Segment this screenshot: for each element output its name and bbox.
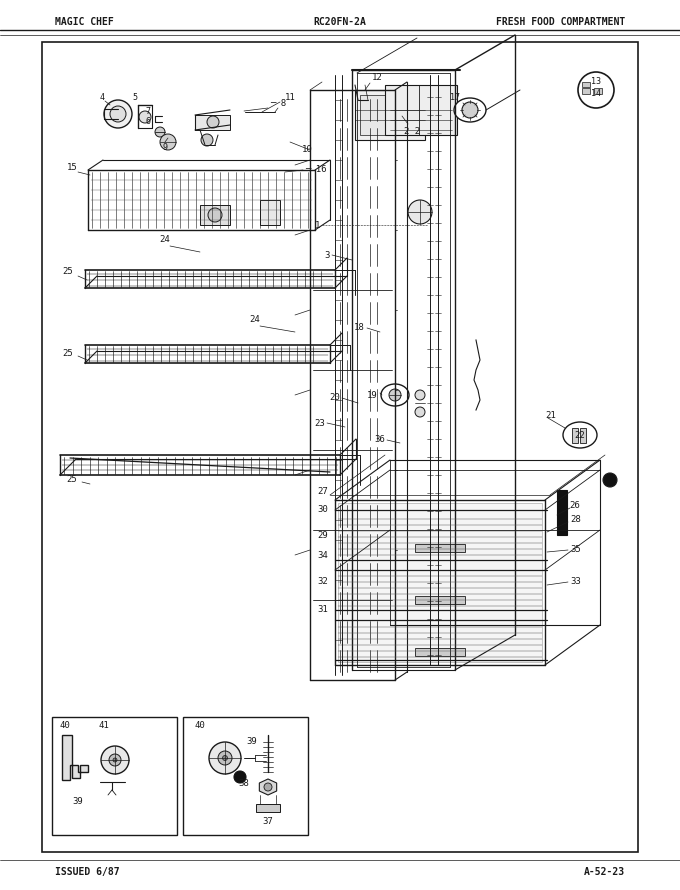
Circle shape [160, 134, 176, 150]
Text: 27: 27 [318, 488, 328, 497]
Text: 36: 36 [374, 435, 385, 444]
Text: 13: 13 [591, 77, 601, 86]
Bar [42, 42, 638, 852]
Text: 7: 7 [146, 108, 150, 117]
Text: 19: 19 [367, 391, 378, 400]
Text: 28: 28 [570, 515, 581, 524]
Bar [260, 200, 280, 225]
Text: 3: 3 [324, 250, 330, 260]
Bar [415, 648, 465, 656]
Text: 24: 24 [160, 236, 171, 245]
Bar [580, 428, 586, 443]
Text: 9: 9 [163, 142, 167, 151]
Text: ISSUED 6/87: ISSUED 6/87 [55, 867, 120, 877]
Text: 10: 10 [302, 145, 313, 155]
Text: 20: 20 [329, 393, 340, 402]
Bar [338, 503, 542, 662]
Circle shape [201, 134, 213, 146]
Bar [200, 205, 230, 225]
Bar [183, 717, 308, 835]
Circle shape [234, 771, 246, 783]
Bar [415, 596, 465, 604]
Text: 33: 33 [570, 578, 581, 587]
Circle shape [109, 754, 121, 766]
Circle shape [462, 102, 478, 118]
Text: 25: 25 [63, 350, 73, 359]
Text: 2 2: 2 2 [404, 127, 420, 136]
Text: 14: 14 [591, 88, 601, 98]
Text: 32: 32 [318, 578, 328, 587]
Text: 17: 17 [450, 93, 460, 101]
Bar [355, 90, 425, 140]
Polygon shape [62, 735, 88, 780]
Text: 4: 4 [99, 93, 105, 101]
Text: 5: 5 [133, 93, 137, 101]
Circle shape [139, 111, 151, 123]
Text: 31: 31 [318, 605, 328, 614]
Text: 1: 1 [315, 221, 320, 230]
Circle shape [218, 751, 232, 765]
Circle shape [389, 389, 401, 401]
Bar [385, 85, 457, 135]
Circle shape [603, 473, 617, 487]
Ellipse shape [563, 422, 597, 448]
Text: 41: 41 [99, 721, 109, 730]
Text: 39: 39 [73, 797, 84, 806]
Text: 6: 6 [146, 117, 150, 125]
Text: FRESH FOOD COMPARTMENT: FRESH FOOD COMPARTMENT [496, 17, 625, 27]
Bar [557, 490, 567, 535]
Text: 40: 40 [194, 721, 205, 730]
Text: MAGIC CHEF: MAGIC CHEF [55, 17, 114, 27]
Circle shape [101, 746, 129, 774]
Text: 40: 40 [60, 721, 70, 730]
Circle shape [155, 127, 165, 137]
Circle shape [110, 106, 126, 122]
Ellipse shape [381, 384, 409, 406]
Circle shape [207, 116, 219, 128]
Text: 24: 24 [250, 315, 260, 325]
Circle shape [104, 100, 132, 128]
Bar [415, 544, 465, 552]
Text: RC20FN-2A: RC20FN-2A [313, 17, 367, 27]
Text: 11: 11 [285, 93, 295, 101]
Text: A-52-23: A-52-23 [584, 867, 625, 877]
Bar [582, 88, 590, 94]
Text: 12: 12 [372, 74, 382, 83]
Circle shape [408, 200, 432, 224]
Text: 39: 39 [247, 738, 257, 747]
Text: 38: 38 [239, 780, 250, 789]
Circle shape [578, 72, 614, 108]
Circle shape [209, 742, 241, 774]
Text: 30: 30 [318, 506, 328, 514]
Circle shape [222, 756, 228, 760]
Text: 23: 23 [314, 418, 325, 427]
Text: 22: 22 [575, 431, 585, 440]
Text: 21: 21 [545, 410, 556, 419]
Text: ─ 8: ─ 8 [270, 99, 286, 108]
Circle shape [113, 758, 117, 762]
Text: ─ 16: ─ 16 [305, 166, 326, 174]
Text: 18: 18 [354, 323, 365, 333]
Text: 34: 34 [318, 551, 328, 560]
Bar [582, 82, 590, 87]
Bar [360, 95, 420, 135]
Text: 15: 15 [67, 164, 78, 173]
Ellipse shape [454, 98, 486, 122]
Bar [572, 428, 578, 443]
Text: 29: 29 [318, 530, 328, 539]
Circle shape [264, 783, 272, 791]
Bar [52, 717, 177, 835]
Circle shape [415, 390, 425, 400]
Text: 37: 37 [262, 818, 273, 827]
Bar [195, 115, 230, 130]
Bar [594, 88, 602, 94]
Polygon shape [259, 779, 277, 795]
Text: 35: 35 [570, 546, 581, 554]
Text: 26: 26 [570, 500, 580, 509]
Circle shape [415, 407, 425, 417]
Text: 25: 25 [63, 268, 73, 277]
Bar [256, 804, 280, 812]
Text: 25: 25 [67, 475, 78, 484]
Circle shape [208, 208, 222, 222]
